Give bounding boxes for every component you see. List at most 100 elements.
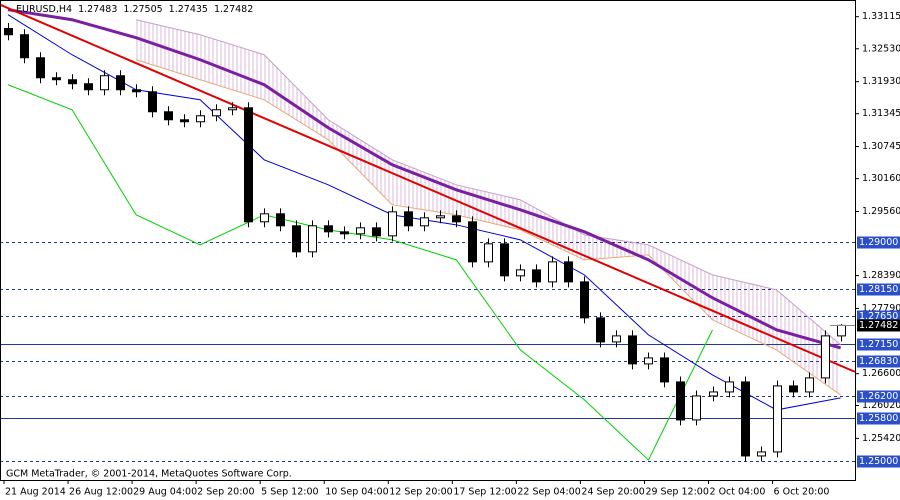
candle-body: [340, 231, 349, 235]
candle-body: [164, 111, 173, 121]
candle-body: [596, 317, 605, 343]
candle-body: [4, 27, 13, 36]
candle-body: [404, 211, 413, 227]
y-tick-label: 1.31345: [862, 108, 900, 119]
y-tick-label: 1.26600: [862, 368, 900, 379]
candle-body: [692, 395, 701, 421]
level-label: 1.27150: [859, 339, 898, 350]
candle-body: [324, 225, 333, 233]
plot-frame: [0, 0, 856, 481]
candle-body: [821, 335, 830, 379]
ohlc-value: 1.27505: [123, 4, 162, 15]
candle-body: [260, 213, 269, 223]
y-tick-label: 1.28390: [862, 270, 900, 281]
level-box: [857, 455, 900, 468]
candle-body: [132, 89, 141, 93]
level-box: [857, 338, 900, 351]
candle-body: [548, 261, 557, 283]
level-label: 1.25000: [859, 456, 898, 467]
candle-body: [468, 221, 477, 263]
candle-body: [789, 385, 798, 393]
candle-body: [84, 83, 93, 91]
candle-body: [516, 269, 525, 277]
symbol: EURUSD,H4: [16, 4, 72, 15]
indicator-line: [135, 19, 841, 346]
candle-body: [20, 34, 29, 59]
candle-body: [356, 227, 365, 235]
current-price-label: 1.27482: [859, 320, 898, 331]
ohlc-value: 1.27482: [214, 4, 253, 15]
candle-body: [500, 243, 509, 277]
chart-header: EURUSD,H4 1.27483 1.27505 1.27435 1.27482: [16, 4, 253, 15]
y-tick-label: 1.27790: [862, 303, 900, 314]
candle-body: [837, 324, 846, 337]
level-box: [857, 390, 900, 403]
x-tick-label: 24 Sep 20:00: [581, 487, 644, 498]
indicator-line: [135, 59, 841, 396]
candle-body: [308, 225, 317, 253]
candle-body: [452, 215, 461, 223]
candle-body: [36, 57, 45, 79]
x-tick-label: 17 Sep 12:00: [453, 487, 516, 498]
candle-body: [52, 77, 61, 81]
indicator-line: [0, 3, 856, 373]
candle-body: [741, 381, 750, 457]
y-tick-label: 1.25420: [862, 433, 900, 444]
level-box: [857, 236, 900, 249]
level-box: [857, 412, 900, 425]
candle-body: [709, 391, 718, 397]
level-label: 1.26200: [859, 391, 898, 402]
indicator-line: [7, 8, 841, 350]
ichimoku-cloud: [136, 19, 841, 395]
candle-body: [628, 335, 637, 365]
candle-body: [292, 225, 301, 253]
candle-body: [196, 115, 205, 123]
x-tick-label: 2 Oct 04:00: [710, 487, 766, 498]
candle-body: [100, 75, 109, 91]
level-label: 1.26830: [859, 356, 898, 367]
candle-body: [244, 107, 253, 223]
candle-body: [388, 211, 397, 237]
y-tick-label: 1.31930: [862, 76, 900, 87]
level-box: [857, 355, 900, 368]
candle-body: [436, 215, 445, 219]
level-box: [857, 283, 900, 296]
candle-body: [564, 261, 573, 283]
candle-body: [228, 107, 237, 111]
candle-body: [484, 243, 493, 263]
x-tick-label: 29 Sep 12:00: [645, 487, 708, 498]
candle-body: [773, 385, 782, 453]
y-tick-label: 1.30160: [862, 173, 900, 184]
level-label: 1.25800: [859, 413, 898, 424]
y-tick-label: 1.29560: [862, 206, 900, 217]
candle-body: [68, 79, 77, 85]
candle-body: [660, 357, 669, 383]
y-tick-label: 1.30745: [862, 141, 900, 152]
candle-body: [757, 451, 766, 457]
ohlc-value: 1.27483: [78, 4, 117, 15]
candle-body: [276, 213, 285, 227]
current-price-box: [857, 319, 900, 332]
x-tick-label: 22 Sep 04:00: [517, 487, 580, 498]
ohlc-value: 1.27435: [169, 4, 208, 15]
candle-body: [805, 377, 814, 393]
level-label: 1.28150: [859, 284, 898, 295]
candle-body: [212, 109, 221, 117]
candle-body: [580, 281, 589, 319]
x-tick-label: 12 Sep 20:00: [389, 487, 452, 498]
candle-body: [148, 91, 157, 113]
x-tick-label: 2 Sep 20:00: [197, 487, 254, 498]
candle-body: [676, 381, 685, 421]
candle-body: [612, 335, 621, 343]
candle-body: [372, 227, 381, 237]
candle-body: [420, 217, 429, 227]
level-label: 1.29000: [859, 237, 898, 248]
y-tick-label: 1.32530: [862, 43, 900, 54]
footer: GCM MetaTrader, © 2001-2014, MetaQuotes …: [6, 469, 292, 480]
x-tick-label: 29 Aug 04:00: [133, 487, 197, 498]
plot-area: [0, 3, 856, 462]
candle-body: [725, 381, 734, 393]
